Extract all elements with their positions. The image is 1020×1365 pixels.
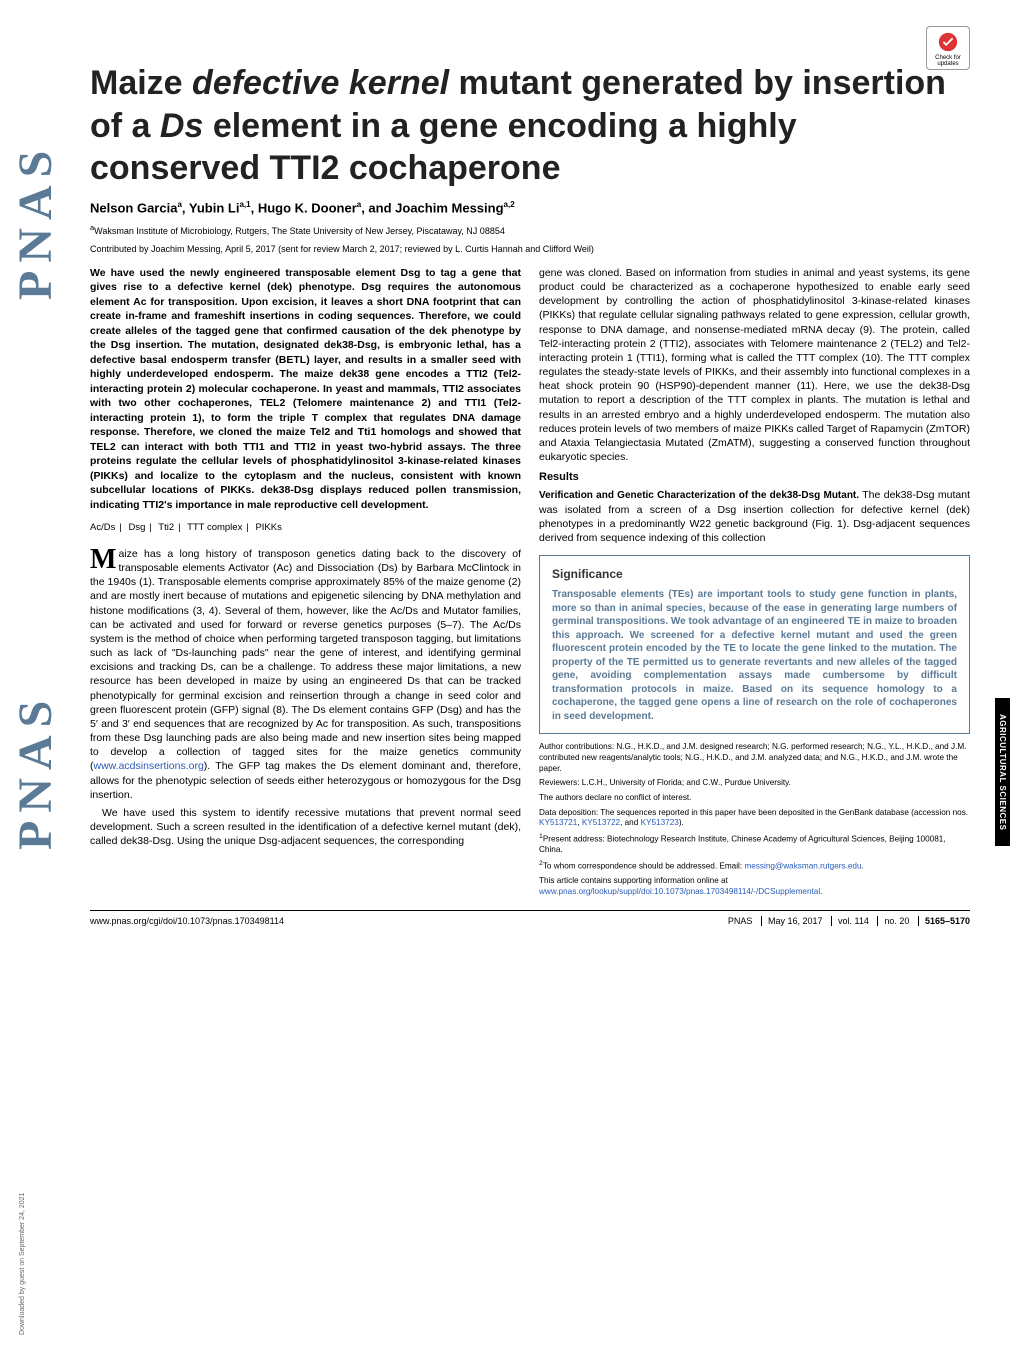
- acc-and: , and: [620, 818, 641, 827]
- body-paragraph-2: We have used this system to identify rec…: [90, 806, 521, 849]
- author-3-affil: a: [357, 200, 361, 209]
- supp-link[interactable]: www.pnas.org/lookup/suppl/doi:10.1073/pn…: [539, 887, 820, 896]
- author-2: Yubin Li: [189, 200, 240, 215]
- page-content: Maize defective kernel mutant generated …: [70, 0, 1020, 944]
- accession-1[interactable]: KY513721: [539, 818, 577, 827]
- download-note: Downloaded by guest on September 24, 202…: [19, 1193, 26, 1335]
- acds-link[interactable]: www.acdsinsertions.org: [94, 760, 204, 772]
- keyword-1: Ac/Ds: [90, 522, 115, 533]
- footer-pages: 5165–5170: [918, 916, 970, 926]
- corresp-pre: To whom correspondence should be address…: [543, 862, 745, 871]
- author-1: Nelson Garcia: [90, 200, 177, 215]
- author-1-affil: a: [177, 200, 181, 209]
- footer-doi[interactable]: www.pnas.org/cgi/doi/10.1073/pnas.170349…: [90, 916, 284, 926]
- author-3: Hugo K. Dooner: [258, 200, 357, 215]
- footer-date: May 16, 2017: [761, 916, 823, 926]
- dropcap-letter: M: [90, 547, 118, 572]
- page-footer: www.pnas.org/cgi/doi/10.1073/pnas.170349…: [90, 916, 970, 926]
- data-dep-pre: Data deposition: The sequences reported …: [539, 808, 968, 817]
- right-column: gene was cloned. Based on information fr…: [539, 266, 970, 902]
- contributed-line: Contributed by Joachim Messing, April 5,…: [90, 244, 970, 254]
- check-updates-badge[interactable]: Check for updates: [926, 26, 970, 70]
- checkmark-icon: [937, 31, 959, 53]
- conflict-statement: The authors declare no conflict of inter…: [539, 793, 970, 804]
- left-column: We have used the newly engineered transp…: [90, 266, 521, 902]
- footer-no: no. 20: [877, 916, 909, 926]
- reviewers: Reviewers: L.C.H., University of Florida…: [539, 778, 970, 789]
- two-column-body: We have used the newly engineered transp…: [90, 266, 970, 902]
- supp-pre: This article contains supporting informa…: [539, 876, 728, 885]
- body-paragraph-1: Maize has a long history of transposon g…: [90, 547, 521, 802]
- data-deposition: Data deposition: The sequences reported …: [539, 808, 970, 829]
- article-title: Maize defective kernel mutant generated …: [90, 62, 970, 190]
- category-tab: AGRICULTURAL SCIENCES: [995, 698, 1010, 846]
- pnas-logo: PNAS: [8, 143, 63, 300]
- present-address: 1Present address: Biotechnology Research…: [539, 833, 970, 856]
- correspondence: 2To whom correspondence should be addres…: [539, 860, 970, 872]
- supplemental-info: This article contains supporting informa…: [539, 876, 970, 897]
- keywords: Ac/Ds| Dsg| Tti2| TTT complex| PIKKs: [90, 522, 521, 535]
- pnas-logo-repeat: PNAS: [8, 693, 63, 850]
- corresp-email[interactable]: messing@waksman.rutgers.edu: [744, 862, 861, 871]
- check-updates-label: Check for updates: [927, 55, 969, 67]
- footer-citation: PNAS May 16, 2017 vol. 114 no. 20 5165–5…: [728, 916, 970, 926]
- keyword-5: PIKKs: [255, 522, 281, 533]
- results-paragraph: Verification and Genetic Characterizatio…: [539, 488, 970, 545]
- keyword-4: TTT complex: [187, 522, 242, 533]
- abstract: We have used the newly engineered transp…: [90, 266, 521, 512]
- significance-title: Significance: [552, 566, 957, 582]
- title-italic-2: Ds: [160, 107, 203, 145]
- keyword-2: Dsg: [128, 522, 145, 533]
- accession-3[interactable]: KY513723: [641, 818, 679, 827]
- accession-2[interactable]: KY513722: [582, 818, 620, 827]
- footer-vol: vol. 114: [831, 916, 869, 926]
- results-heading: Results: [539, 470, 970, 485]
- author-2-affil: a,1: [239, 200, 250, 209]
- footer-rule: [90, 910, 970, 911]
- supp-post: .: [820, 887, 822, 896]
- significance-body: Transposable elements (TEs) are importan…: [552, 588, 957, 723]
- data-dep-post: ).: [679, 818, 684, 827]
- affil-text: Waksman Institute of Microbiology, Rutge…: [94, 226, 505, 236]
- significance-box: Significance Transposable elements (TEs)…: [539, 555, 970, 734]
- author-4-affil: a,2: [504, 200, 515, 209]
- affiliation: aWaksman Institute of Microbiology, Rutg…: [90, 223, 970, 236]
- col2-paragraph-1: gene was cloned. Based on information fr…: [539, 266, 970, 464]
- title-text: Maize: [90, 64, 192, 102]
- title-italic-1: defective kernel: [192, 64, 449, 102]
- author-contributions: Author contributions: N.G., H.K.D., and …: [539, 742, 970, 774]
- authors-line: Nelson Garciaa, Yubin Lia,1, Hugo K. Doo…: [90, 200, 970, 215]
- present-text: Present address: Biotechnology Research …: [539, 835, 946, 855]
- footer-pnas: PNAS: [728, 916, 753, 926]
- author-4: Joachim Messing: [395, 200, 503, 215]
- keyword-3: Tti2: [158, 522, 174, 533]
- results-subheading: Verification and Genetic Characterizatio…: [539, 490, 859, 501]
- corresp-post: .: [862, 862, 864, 871]
- body-p1-text: aize has a long history of transposon ge…: [90, 548, 521, 773]
- metadata-block: Author contributions: N.G., H.K.D., and …: [539, 742, 970, 897]
